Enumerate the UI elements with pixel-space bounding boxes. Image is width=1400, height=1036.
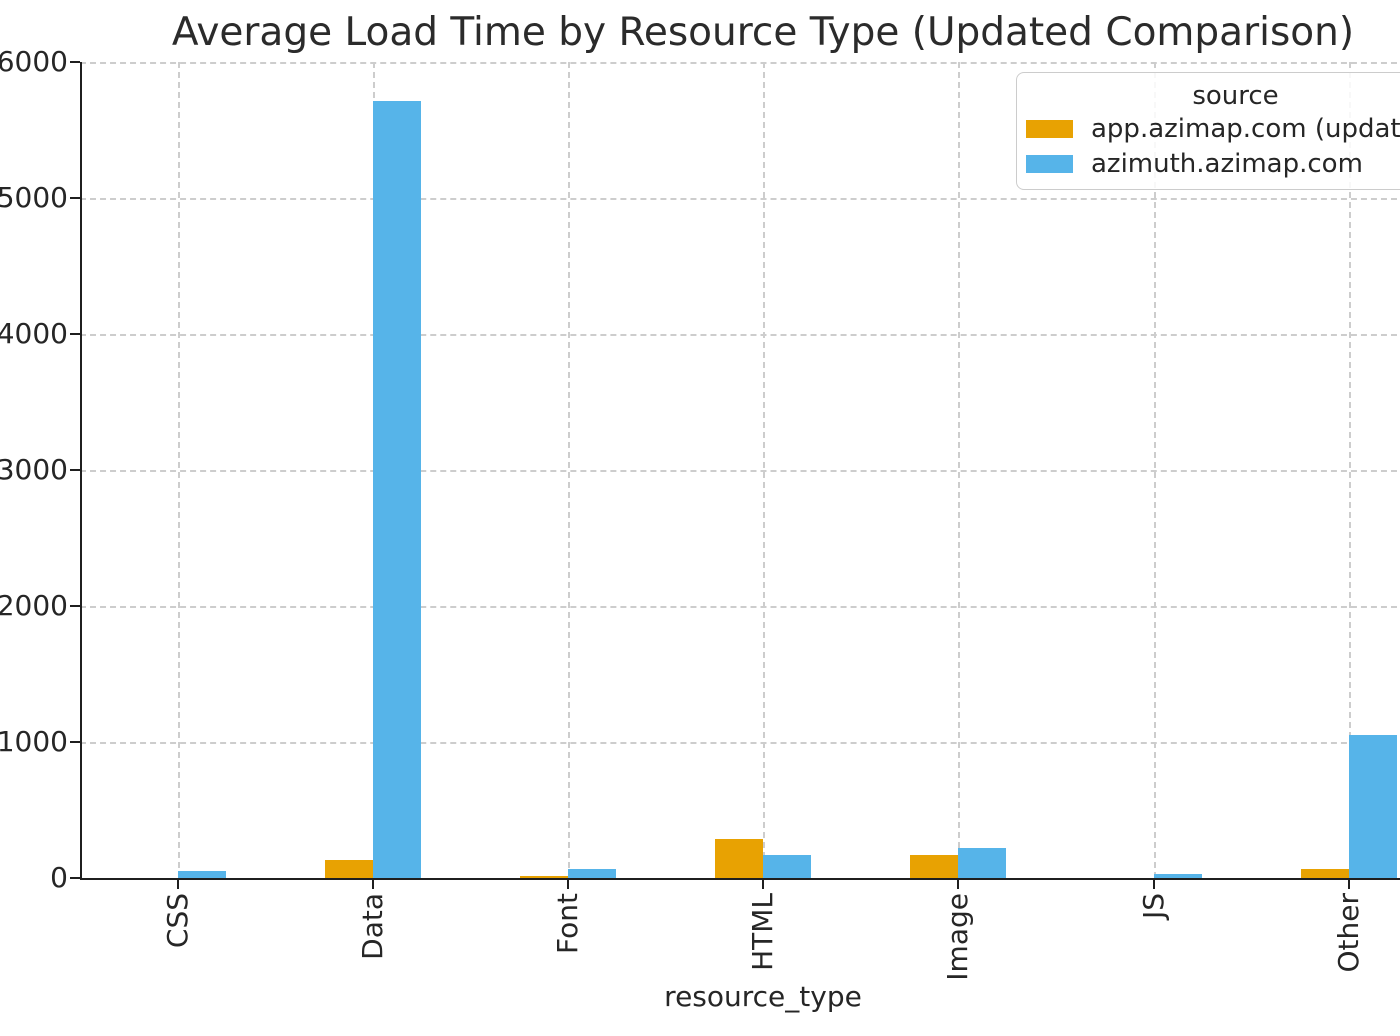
h-gridline: [80, 334, 1400, 336]
x-tick-label: CSS: [160, 893, 194, 949]
legend: source app.azimap.com (updated) azimuth.…: [1016, 72, 1400, 190]
y-axis-tick: [70, 741, 80, 743]
legend-label: azimuth.azimap.com: [1091, 149, 1363, 179]
v-gridline: [1348, 62, 1351, 878]
v-gridline: [763, 62, 766, 878]
x-axis-tick: [957, 880, 960, 889]
y-axis-tick: [70, 877, 80, 879]
x-tick-label: Other: [1331, 893, 1365, 973]
x-tick-label: JS: [1136, 893, 1170, 920]
x-tick-label: Image: [941, 893, 975, 981]
y-tick-label: 2000: [0, 589, 68, 622]
x-axis-tick: [1347, 880, 1350, 889]
y-tick-label: 1000: [0, 725, 68, 758]
y-axis-tick: [70, 197, 80, 199]
x-tick-label: Data: [355, 893, 389, 960]
h-gridline: [80, 198, 1400, 200]
chart-title: Average Load Time by Resource Type (Upda…: [171, 10, 1355, 55]
x-axis-label: resource_type: [664, 980, 862, 1013]
legend-item: app.azimap.com (updated): [1026, 112, 1400, 146]
y-tick-label: 5000: [0, 181, 68, 214]
y-axis-tick: [70, 61, 80, 63]
v-gridline: [177, 62, 180, 878]
legend-swatch-azimuth-azimap: [1026, 155, 1073, 173]
bar-azimuth-data: [372, 100, 421, 878]
v-gridline: [1153, 62, 1156, 878]
bar-app-image: [910, 854, 959, 878]
bar-app-html: [715, 838, 764, 878]
y-axis-tick: [70, 333, 80, 335]
bar-app-data: [324, 859, 373, 878]
bar-azimuth-js: [1153, 873, 1202, 878]
bar-azimuth-html: [763, 854, 812, 878]
legend-label: app.azimap.com (updated): [1091, 114, 1400, 144]
v-gridline: [568, 62, 570, 878]
bar-azimuth-css: [177, 870, 226, 878]
x-axis-tick: [762, 880, 765, 889]
bar-azimuth-font: [568, 869, 616, 878]
h-gridline: [80, 606, 1400, 608]
y-tick-label: 6000: [0, 45, 68, 78]
bar-azimuth-other: [1348, 735, 1397, 878]
x-tick-label: Font: [551, 893, 584, 954]
x-axis-tick: [371, 880, 374, 889]
y-axis-tick: [70, 605, 80, 607]
h-gridline: [80, 742, 1400, 744]
y-tick-label: 4000: [0, 317, 68, 350]
h-gridline: [80, 62, 1400, 64]
h-gridline: [80, 470, 1400, 472]
y-tick-label: 3000: [0, 453, 68, 486]
bar-app-other: [1300, 869, 1349, 878]
v-gridline: [958, 62, 961, 878]
legend-swatch-app-azimap: [1026, 120, 1073, 138]
bar-app-font: [520, 875, 568, 878]
y-tick-label: 0: [50, 861, 68, 894]
bar-azimuth-image: [958, 848, 1007, 878]
legend-title: source: [1192, 81, 1279, 111]
plot-area: [80, 62, 1400, 880]
x-axis-tick: [176, 880, 179, 889]
y-axis-tick: [70, 469, 80, 471]
legend-item: azimuth.azimap.com: [1026, 147, 1400, 181]
x-axis-tick: [1152, 880, 1155, 889]
x-tick-label: HTML: [746, 893, 780, 971]
x-axis-tick: [567, 880, 569, 889]
